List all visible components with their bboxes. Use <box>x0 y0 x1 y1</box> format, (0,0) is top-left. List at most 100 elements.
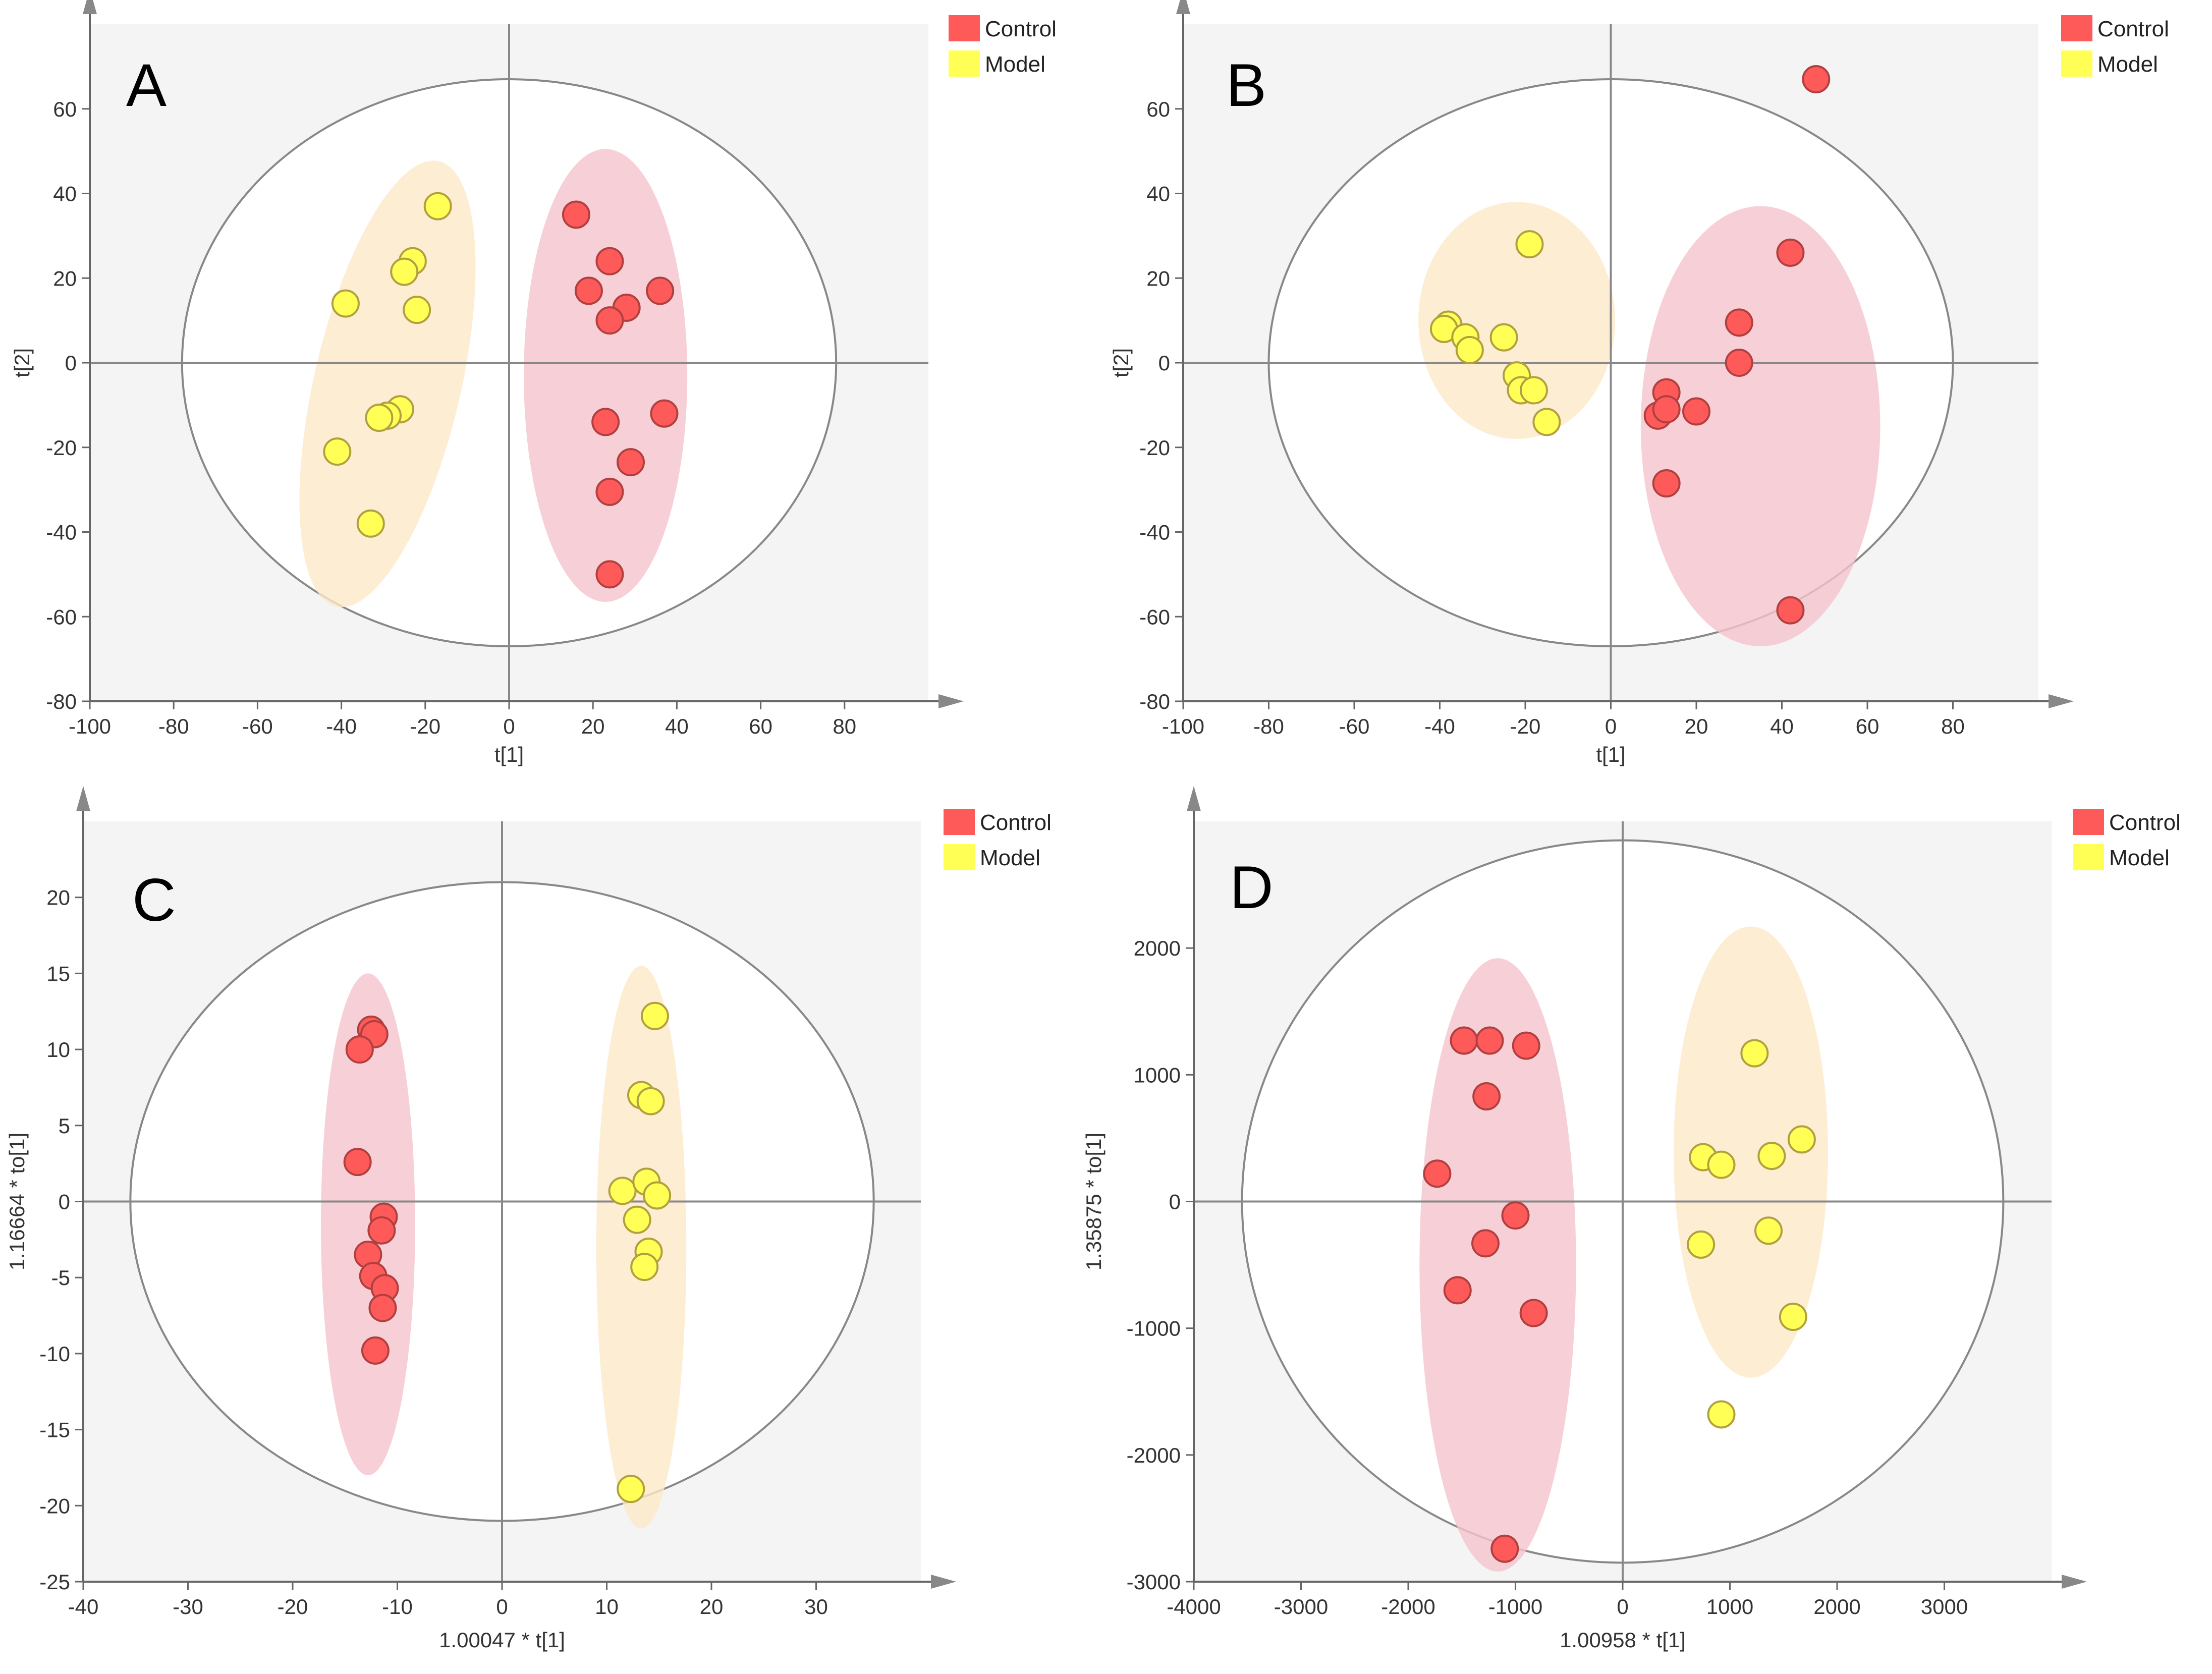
y-tick-label: 20 <box>1146 266 1170 290</box>
y-tick-label: -60 <box>1139 605 1170 629</box>
model-point <box>617 1475 645 1503</box>
x-tick-label: -40 <box>68 1595 99 1619</box>
y-tick-label: -20 <box>39 1494 70 1518</box>
x-tick-label: 80 <box>1941 714 1965 738</box>
x-tick-label: -60 <box>1339 714 1370 738</box>
control-point <box>1471 1229 1500 1258</box>
x-tick-label: -20 <box>1510 714 1541 738</box>
control-point <box>595 560 624 589</box>
model-point <box>403 296 431 324</box>
model-point <box>1740 1039 1769 1068</box>
y-tick-label: 60 <box>1146 97 1170 121</box>
y-tick-label: 20 <box>53 266 77 290</box>
x-tick-label: -60 <box>242 714 273 738</box>
control-point <box>595 306 624 335</box>
model-point <box>640 1001 669 1030</box>
y-tick-label: 0 <box>1158 351 1170 375</box>
x-tick-label: -80 <box>1253 714 1284 738</box>
x-tick-label: 0 <box>1617 1595 1628 1619</box>
legend-control-swatch <box>2061 15 2092 41</box>
model-point <box>623 1205 651 1234</box>
x-tick-label: 2000 <box>1813 1595 1860 1619</box>
legend-control-label: Control <box>2109 810 2181 835</box>
x-tick-label: -3000 <box>1274 1595 1328 1619</box>
legend-control-label: Control <box>2097 17 2169 41</box>
control-point <box>1802 65 1831 94</box>
y-tick-label: 20 <box>46 886 70 910</box>
control-point <box>1725 308 1753 337</box>
y-tick-label: 5 <box>59 1114 70 1138</box>
model-point <box>331 289 360 318</box>
y-axis-label: 1.16664 * to[1] <box>5 1133 29 1270</box>
y-tick-label: -3000 <box>1127 1570 1181 1594</box>
y-tick-label: 2000 <box>1134 936 1181 960</box>
model-group-ellipse <box>1673 926 1828 1378</box>
x-tick-label: -20 <box>278 1595 308 1619</box>
legend: Control Model <box>2073 809 2181 870</box>
x-tick-label: 0 <box>503 714 515 738</box>
y-tick-label: -10 <box>39 1342 70 1366</box>
control-group-ellipse <box>524 149 688 602</box>
y-tick-label: -2000 <box>1127 1443 1181 1467</box>
x-tick-label: 20 <box>581 714 605 738</box>
control-point <box>1682 397 1710 426</box>
control-point <box>1725 349 1753 377</box>
model-point <box>1754 1216 1783 1245</box>
x-tick-label: 20 <box>700 1595 724 1619</box>
x-tick-label: -2000 <box>1381 1595 1435 1619</box>
legend-control-swatch <box>949 15 980 41</box>
x-tick-label: -40 <box>1424 714 1455 738</box>
y-tick-label: 60 <box>53 97 77 121</box>
model-point <box>1532 408 1561 436</box>
control-point <box>574 276 603 305</box>
y-tick-label: -40 <box>1139 521 1170 544</box>
control-point <box>616 448 645 477</box>
control-point <box>1512 1031 1540 1060</box>
model-point <box>608 1177 637 1205</box>
x-tick-label: -10 <box>382 1595 413 1619</box>
model-point <box>1515 230 1544 259</box>
control-point <box>368 1294 397 1322</box>
x-tick-label: 30 <box>804 1595 828 1619</box>
x-axis-arrow <box>2062 1575 2087 1589</box>
control-point <box>1475 1026 1504 1055</box>
panel-letter: C <box>132 866 176 934</box>
y-tick-label: -15 <box>39 1418 70 1442</box>
control-point <box>650 399 679 428</box>
x-tick-label: -4000 <box>1167 1595 1221 1619</box>
y-tick-label: -20 <box>1139 436 1170 460</box>
x-tick-label: -30 <box>173 1595 203 1619</box>
x-tick-label: -100 <box>1162 714 1204 738</box>
y-tick-label: 0 <box>1169 1190 1181 1214</box>
x-tick-label: -20 <box>410 714 440 738</box>
model-point <box>630 1253 659 1281</box>
x-tick-label: 10 <box>595 1595 619 1619</box>
x-axis-arrow <box>2049 694 2074 708</box>
legend-model-swatch <box>944 844 975 870</box>
control-point <box>595 477 624 506</box>
control-point <box>1776 596 1805 625</box>
y-tick-label: 0 <box>65 351 77 375</box>
legend: Control Model <box>944 809 1052 870</box>
x-tick-label: 3000 <box>1921 1595 1968 1619</box>
y-tick-label: -80 <box>1139 690 1170 713</box>
control-point <box>1652 395 1681 424</box>
x-tick-label: -1000 <box>1488 1595 1542 1619</box>
model-point <box>1707 1150 1736 1179</box>
control-point <box>1472 1082 1501 1111</box>
y-axis-arrow <box>83 0 97 14</box>
y-tick-label: 0 <box>59 1190 70 1214</box>
model-point <box>365 404 394 432</box>
model-point <box>390 257 419 286</box>
legend-control-swatch <box>944 809 975 835</box>
chart-panel-d: -4000 -3000 -2000 -1000 0 1000 2000 3000-3000-2… <box>1082 786 2181 1652</box>
y-axis-label: t[2] <box>10 348 34 377</box>
control-point <box>367 1216 396 1245</box>
y-tick-label: 40 <box>1146 182 1170 206</box>
y-tick-label: -1000 <box>1127 1317 1181 1341</box>
x-tick-label: -100 <box>69 714 111 738</box>
y-tick-label: -40 <box>46 521 77 544</box>
panel-letter: B <box>1226 51 1266 119</box>
control-point <box>1501 1201 1530 1230</box>
